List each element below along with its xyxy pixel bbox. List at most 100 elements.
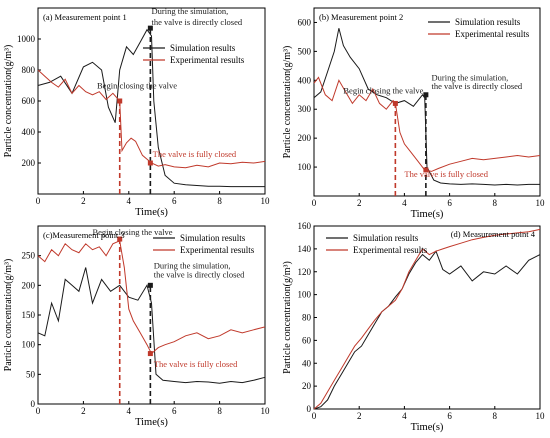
y-tick-label: 200 [22,158,36,168]
y-tick-label: 80 [302,313,312,323]
x-tick-label: 6 [447,198,452,208]
event-marker [147,160,153,166]
legend-simulation-label: Simulation results [170,43,236,53]
y-tick-label: 300 [298,104,312,114]
panel-label: (c)Measurement point 3 [43,230,125,240]
legend-experimental-label: Experimental results [455,29,530,39]
y-tick-label: 800 [22,65,36,75]
y-tick-label: 0 [307,404,312,414]
y-tick-label: 600 [22,96,36,106]
y-tick-label: 200 [22,280,36,290]
x-tick-label: 0 [312,198,317,208]
x-tick-label: 4 [402,411,407,421]
legend-experimental-label: Experimental results [353,245,428,255]
panel-label: (a) Measurement point 1 [43,12,127,22]
legend-simulation-label: Simulation results [455,17,521,27]
x-tick-label: 8 [493,198,498,208]
y-tick-label: 50 [26,369,36,379]
x-tick-label: 6 [172,196,177,206]
x-tick-label: 2 [81,196,86,206]
x-tick-label: 4 [402,198,407,208]
x-axis-label: Time(s) [411,422,444,433]
annotation-text: Begin closing the valve [92,227,172,237]
annotation-text: The valve is fully closed [154,359,238,369]
event-marker [392,100,398,106]
annotation-text: During the simulation, [154,261,231,271]
x-tick-label: 6 [447,411,452,421]
x-tick-label: 10 [261,196,271,206]
panel-1: 0 2 4 6 8 10 200 400 600 800 1000 Time(s) Particle c… [3,6,270,218]
x-tick-label: 8 [217,406,222,416]
y-tick-label: 250 [22,251,36,261]
y-tick-label: 120 [298,267,312,277]
x-tick-label: 0 [312,411,317,421]
annotation-text: The valve is fully closed [404,169,488,179]
y-tick-label: 100 [298,162,312,172]
panel-2: 0 2 4 6 8 10 100 200 300 400 500 600 Time(s) Particle… [282,7,546,220]
y-tick-label: 0 [31,399,36,409]
y-tick-label: 200 [298,133,312,143]
event-marker [147,282,153,288]
simulation-line [37,28,265,188]
simulation-line [313,28,540,186]
x-tick-label: 2 [357,198,362,208]
x-tick-label: 0 [36,406,41,416]
y-axis-label: Particle concentration(g/m³) [282,46,293,159]
x-tick-label: 8 [217,196,222,206]
panel-label: (d) Measurement point 4 [451,229,536,239]
legend-simulation-label: Simulation results [353,233,419,243]
y-tick-label: 600 [298,17,312,27]
panel-label: (b) Measurement point 2 [319,12,403,22]
x-tick-label: 6 [172,406,177,416]
event-marker [147,351,153,357]
y-axis-label: Particle concentration(g/m³) [3,259,14,372]
x-tick-label: 2 [357,411,362,421]
y-tick-label: 400 [22,127,36,137]
experimental-line [37,240,266,355]
annotation-text: During the simulation, [152,6,229,16]
x-tick-label: 0 [36,196,41,206]
annotation-text: Begin closing the valve [97,81,177,91]
annotation-text: Begin closing the valve [343,85,423,95]
x-tick-label: 10 [536,411,546,421]
x-tick-label: 2 [81,406,86,416]
x-tick-label: 10 [536,198,546,208]
y-tick-label: 150 [22,310,36,320]
x-tick-label: 4 [127,406,132,416]
experimental-line [37,69,266,169]
y-tick-label: 1000 [17,34,36,44]
y-tick-label: 40 [302,358,312,368]
y-tick-label: 400 [298,75,312,85]
event-marker [423,92,429,98]
experimental-line [313,76,541,172]
x-tick-label: 10 [261,406,271,416]
annotation-text: During the simulation, [432,72,509,82]
simulation-line [37,267,266,384]
event-marker [147,25,153,31]
y-tick-label: 100 [298,290,312,300]
event-marker [117,236,123,242]
y-axis-label: Particle concentration(g/m³) [282,261,293,374]
y-tick-label: 140 [298,244,312,254]
legend-experimental-label: Experimental results [180,245,255,255]
plot-frame [313,7,541,197]
y-tick-label: 160 [298,221,312,231]
legend-experimental-label: Experimental results [170,55,245,65]
annotation-text: the valve is directly closed [432,81,523,91]
y-tick-label: 20 [302,381,312,391]
panel-4: 0 2 4 6 8 10020406080100120140160Time(s)Parti… [282,221,545,433]
y-axis-label: Particle concentration(g/m³) [3,45,14,158]
experimental-line [313,228,541,410]
annotation-text: the valve is directly closed [152,17,243,27]
simulation-line [313,250,541,410]
annotation-text: The valve is fully closed [153,149,237,159]
x-axis-label: Time(s) [135,207,168,218]
event-marker [423,167,429,173]
y-tick-label: 100 [22,340,36,350]
annotation-text: the valve is directly closed [154,270,245,280]
y-tick-label: 500 [298,46,312,56]
y-tick-label: 60 [302,335,312,345]
event-marker [117,98,123,104]
